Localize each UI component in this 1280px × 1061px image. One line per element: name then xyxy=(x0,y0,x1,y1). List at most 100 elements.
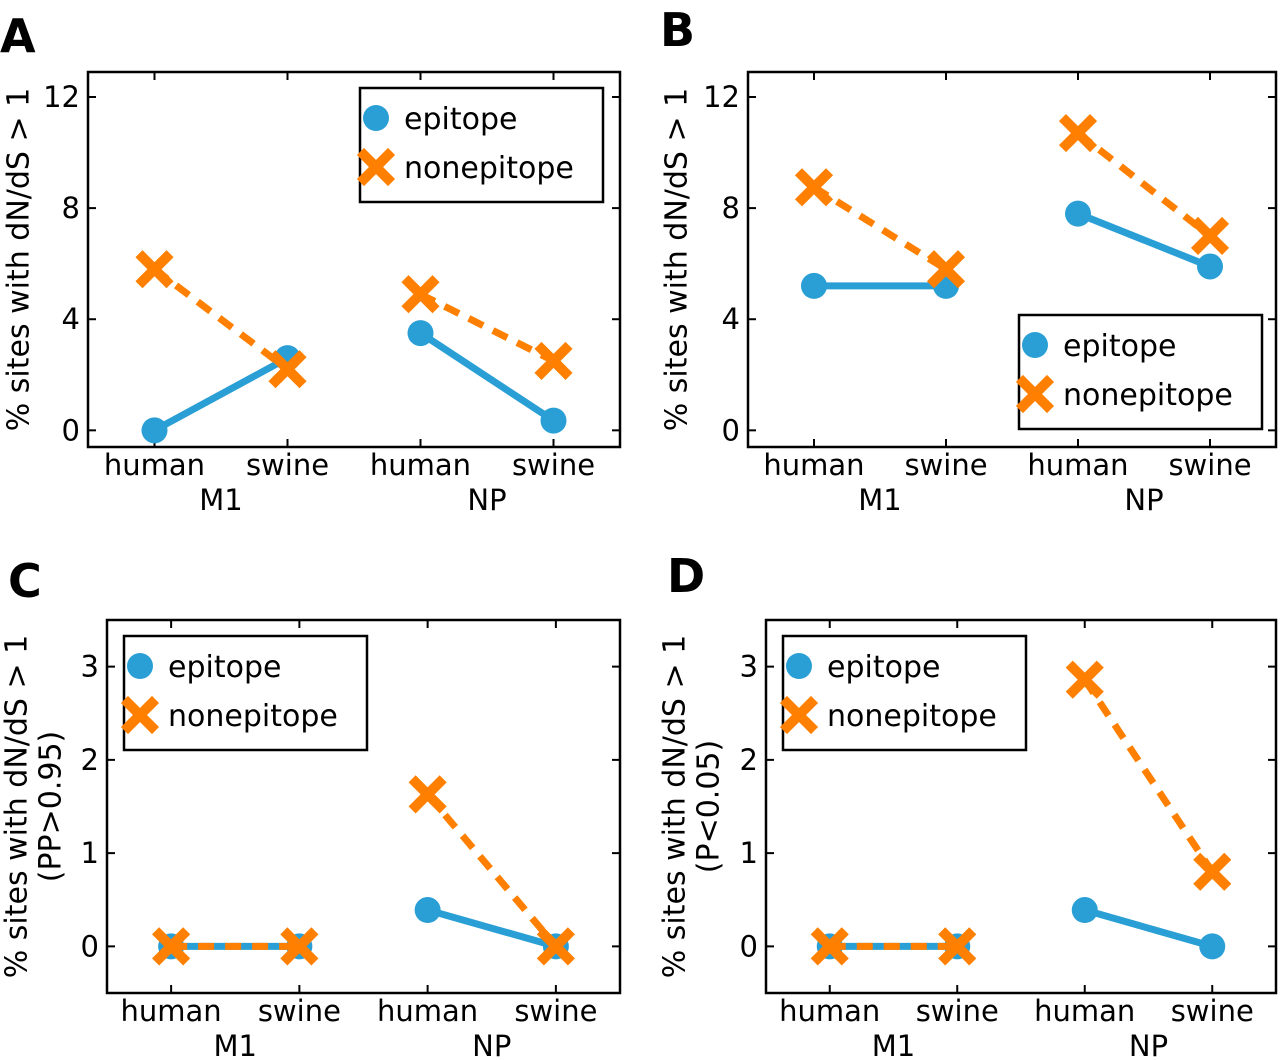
x-tick-label: human xyxy=(763,448,864,482)
epitope-point xyxy=(801,272,827,299)
epitope-line xyxy=(418,330,556,424)
nonepitope-point xyxy=(534,341,573,380)
y-tick-label: 12 xyxy=(43,80,80,114)
epitope-point xyxy=(1197,253,1223,280)
epitope-point xyxy=(414,897,441,924)
x-tick-label: swine xyxy=(1168,448,1251,482)
axes-frame xyxy=(746,70,1278,449)
x-tick-label: swine xyxy=(246,448,329,482)
legend-epitope-icon xyxy=(1022,332,1048,358)
y-tick-label: 8 xyxy=(722,191,740,225)
epitope-point xyxy=(1065,200,1091,227)
nonepitope-line xyxy=(418,291,556,365)
x-tick-label: human xyxy=(121,994,222,1028)
legend-label: nonepitope xyxy=(1063,378,1233,413)
x-tick-label: swine xyxy=(512,448,595,482)
epitope-line xyxy=(426,906,557,950)
legend-frame xyxy=(781,634,1028,752)
panel-label: D xyxy=(667,549,705,603)
nonepitope-line xyxy=(1075,130,1213,239)
y-tick-label: 2 xyxy=(740,743,758,777)
legend-label: epitope xyxy=(827,650,940,685)
x-tick-label: human xyxy=(104,448,205,482)
group-label: M1 xyxy=(199,483,242,517)
x-tick-label: human xyxy=(377,994,478,1028)
y-tick-label: 4 xyxy=(722,302,740,336)
legend-frame xyxy=(1017,313,1264,431)
nonepitope-point xyxy=(1065,660,1104,699)
y-tick-label: 0 xyxy=(81,929,99,963)
x-tick-label: swine xyxy=(258,994,341,1028)
axes-frame xyxy=(86,70,622,449)
legend-frame xyxy=(358,86,605,204)
legend-label: nonepitope xyxy=(404,151,574,186)
legend: epitope nonepitope xyxy=(1015,313,1264,431)
nonepitope-line xyxy=(424,792,559,949)
y-axis-label: (P<0.05) xyxy=(692,740,727,873)
legend-nonepitope-icon xyxy=(779,695,819,735)
y-tick-label: 0 xyxy=(722,413,740,447)
nonepitope-point xyxy=(926,250,966,289)
epitope-point xyxy=(540,407,567,434)
y-tick-label: 12 xyxy=(703,80,740,114)
legend-nonepitope-icon xyxy=(1015,374,1055,414)
epitope-point xyxy=(1071,897,1098,924)
legend-nonepitope-icon xyxy=(356,147,396,187)
nonepitope-line xyxy=(1081,677,1216,874)
y-tick-label: 2 xyxy=(81,743,99,777)
axes-frame xyxy=(764,618,1278,995)
nonepitope-point xyxy=(938,927,977,966)
group-label: M1 xyxy=(214,1029,257,1061)
panel-label: B xyxy=(660,3,695,57)
legend: epitope nonepitope xyxy=(779,634,1028,752)
nonepitope-point xyxy=(794,168,834,207)
x-tick-label: human xyxy=(779,994,880,1028)
group-label: NP xyxy=(1129,1029,1168,1061)
nonepitope-point xyxy=(280,927,319,966)
y-axis-label: % sites with dN/dS > 1 xyxy=(2,88,37,432)
x-tick-label: human xyxy=(1027,448,1128,482)
panel-label: A xyxy=(0,9,36,63)
legend-label: epitope xyxy=(168,650,281,685)
legend-epitope-icon xyxy=(786,653,812,679)
nonepitope-point xyxy=(1190,216,1230,255)
epitope-point xyxy=(1199,933,1226,960)
y-tick-label: 0 xyxy=(740,929,758,963)
epitope-point xyxy=(141,417,168,444)
epitope-line xyxy=(152,355,290,434)
legend: epitope nonepitope xyxy=(120,634,369,752)
y-axis-label: % sites with dN/dS > 1 xyxy=(658,635,693,979)
group-label: NP xyxy=(472,1029,511,1061)
axes-frame xyxy=(105,618,622,995)
group-label: M1 xyxy=(872,1029,915,1061)
panel-label: C xyxy=(8,554,42,608)
legend-epitope-icon xyxy=(363,105,389,131)
nonepitope-point xyxy=(1193,852,1232,891)
y-tick-label: 8 xyxy=(62,191,80,225)
y-tick-label: 0 xyxy=(62,413,80,447)
nonepitope-point xyxy=(268,350,307,389)
epitope-point xyxy=(407,320,434,347)
legend-label: epitope xyxy=(404,102,517,137)
x-tick-label: swine xyxy=(904,448,987,482)
y-tick-label: 3 xyxy=(81,650,99,684)
group-label: M1 xyxy=(858,483,901,517)
x-tick-label: swine xyxy=(916,994,999,1028)
group-label: NP xyxy=(467,483,506,517)
y-axis-label: % sites with dN/dS > 1 xyxy=(0,635,35,979)
nonepitope-point xyxy=(536,927,575,966)
nonepitope-point xyxy=(408,775,447,814)
nonepitope-point xyxy=(810,927,849,966)
x-tick-label: swine xyxy=(1171,994,1254,1028)
y-tick-label: 4 xyxy=(62,302,80,336)
nonepitope-point xyxy=(152,927,191,966)
epitope-line xyxy=(1076,210,1212,270)
nonepitope-point xyxy=(1058,114,1098,153)
nonepitope-line xyxy=(152,266,290,373)
legend-label: nonepitope xyxy=(827,699,997,734)
epitope-line xyxy=(1083,906,1214,950)
